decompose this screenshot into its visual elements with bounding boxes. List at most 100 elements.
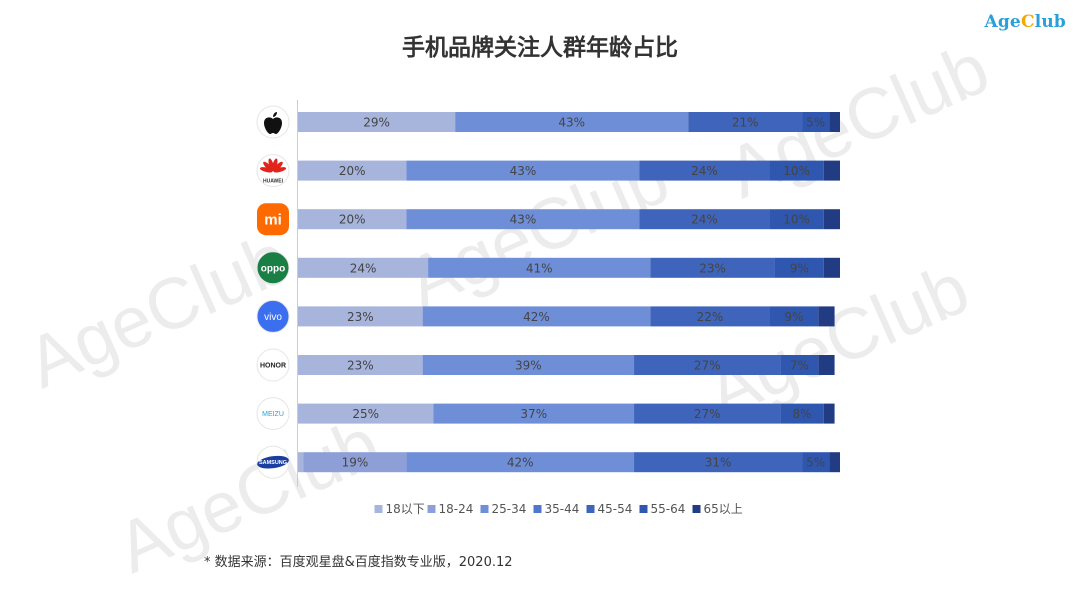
bar-segment xyxy=(823,160,840,181)
bar-segment xyxy=(433,403,635,424)
bar-segment xyxy=(298,257,429,278)
logo-text: MEIZU xyxy=(262,411,284,418)
data-label: 37% xyxy=(520,407,547,421)
data-label: 23% xyxy=(347,310,374,324)
logo-badge xyxy=(256,251,290,285)
logo-badge xyxy=(257,203,289,236)
data-label: 39% xyxy=(515,359,542,373)
bar-segment xyxy=(298,306,423,327)
huawei-petal xyxy=(273,167,287,173)
legend-label: 55-64 xyxy=(651,502,686,516)
data-source-note: * 数据来源：百度观星盘&百度指数专业版，2020.12 xyxy=(204,555,513,570)
logo-badge xyxy=(256,348,290,382)
bar-segment xyxy=(406,209,640,230)
bar-segment xyxy=(780,355,819,375)
bar-segment xyxy=(823,257,840,278)
bar-segment xyxy=(774,257,824,278)
bar-segment xyxy=(298,403,434,424)
samsung-icon: SAMSUNG xyxy=(256,445,290,479)
bar-segment xyxy=(298,160,407,181)
data-label: 22% xyxy=(697,310,724,324)
bar-segment xyxy=(406,160,640,181)
data-label: 31% xyxy=(705,456,732,470)
bar-segment xyxy=(802,452,830,473)
meizu-icon: MEIZU xyxy=(256,397,290,431)
bar-segment xyxy=(688,112,803,132)
logo-text: HONOR xyxy=(260,363,286,370)
apple-leaf xyxy=(273,112,277,117)
bar-segment xyxy=(769,209,824,230)
legend-swatch xyxy=(427,505,436,513)
bar-segment xyxy=(823,209,840,230)
data-label: 20% xyxy=(339,164,366,178)
ageclub-logo: AgeClub xyxy=(984,12,1066,32)
data-label: 42% xyxy=(507,456,534,470)
logo-text: vivo xyxy=(264,312,282,323)
data-label: 25% xyxy=(352,407,379,421)
data-label: 7% xyxy=(790,359,809,373)
bar-segment xyxy=(455,112,689,132)
legend-swatch xyxy=(480,505,489,513)
data-label: 24% xyxy=(691,213,718,227)
logo-badge xyxy=(256,397,290,431)
bar-segment xyxy=(298,355,423,375)
apple-icon xyxy=(256,105,290,139)
bar-segment xyxy=(823,403,835,424)
logo-text: mi xyxy=(264,212,282,229)
data-label: 23% xyxy=(347,359,374,373)
data-label: 8% xyxy=(793,407,812,421)
legend-swatch xyxy=(374,505,383,513)
huawei-petal xyxy=(273,161,283,172)
legend-label: 18-24 xyxy=(439,502,474,516)
bar-segment xyxy=(639,160,770,181)
data-label: 21% xyxy=(732,116,759,130)
data-label: 43% xyxy=(510,213,537,227)
legend-label: 45-54 xyxy=(598,502,633,516)
bar-segment xyxy=(829,112,840,132)
huawei-petal xyxy=(272,158,278,172)
samsung-oval xyxy=(257,455,289,469)
legend-swatch xyxy=(692,505,701,513)
bar-segment xyxy=(829,452,840,473)
data-label: 24% xyxy=(350,261,377,275)
bar-segment xyxy=(406,452,635,473)
vivo-icon: vivo xyxy=(256,299,290,333)
data-label: 9% xyxy=(790,261,809,275)
bar-segment xyxy=(303,452,407,473)
data-label: 5% xyxy=(806,456,825,470)
huawei-icon: HUAWEI xyxy=(256,154,290,188)
bar-segment xyxy=(769,306,819,327)
xiaomi-icon: mi xyxy=(257,203,289,236)
bar-segment xyxy=(298,452,304,473)
data-label: 5% xyxy=(806,116,825,130)
bar-segment xyxy=(769,160,824,181)
data-label: 20% xyxy=(339,213,366,227)
bar-segment xyxy=(634,452,803,473)
logo-text: SAMSUNG xyxy=(259,460,287,466)
legend: 18以下 18-24 25-34 35-44 45-54 55-64 65以上 xyxy=(374,502,743,516)
bar-segment xyxy=(634,403,781,424)
data-label: 19% xyxy=(342,456,369,470)
bar-segment xyxy=(802,112,830,132)
data-label: 43% xyxy=(558,116,585,130)
apple-body xyxy=(264,117,282,134)
data-label: 10% xyxy=(783,213,810,227)
data-label: 27% xyxy=(694,407,721,421)
data-label: 41% xyxy=(526,261,553,275)
legend-label: 25-34 xyxy=(492,502,527,516)
data-label: 29% xyxy=(363,116,390,130)
logo-badge xyxy=(256,299,290,333)
bar-segment xyxy=(298,209,407,230)
bar-segment xyxy=(818,355,835,375)
huawei-petal xyxy=(263,161,273,172)
data-label: 43% xyxy=(510,164,537,178)
data-label: 9% xyxy=(784,310,803,324)
data-label: 10% xyxy=(783,164,810,178)
honor-icon: HONOR xyxy=(256,348,290,382)
bar-segment xyxy=(422,306,651,327)
legend-label: 18以下 xyxy=(386,502,425,516)
bar-segment xyxy=(428,257,651,278)
legend-swatch xyxy=(586,505,595,513)
logo-text: HUAWEI xyxy=(263,179,284,185)
